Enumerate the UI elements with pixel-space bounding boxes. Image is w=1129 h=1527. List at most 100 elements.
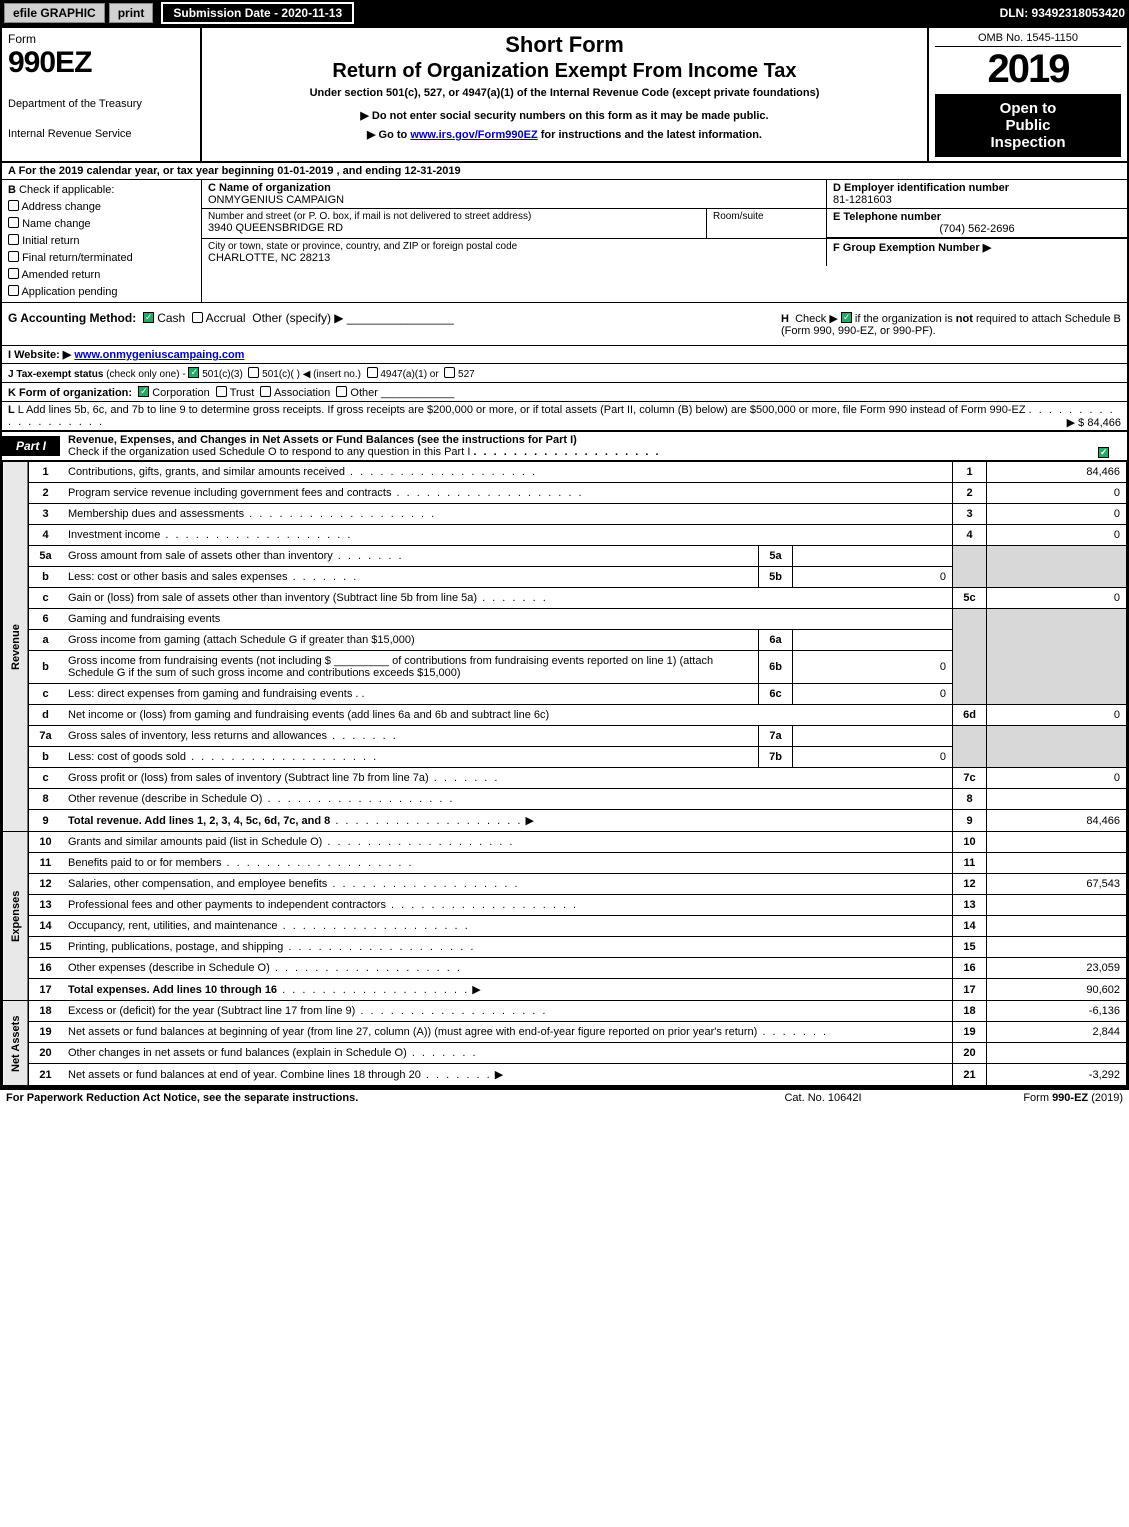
line-desc: Net assets or fund balances at beginning… <box>68 1026 828 1038</box>
block-bcdef: B Check if applicable: Address change Na… <box>2 180 1127 303</box>
line-desc: Gross income from gaming (attach Schedul… <box>62 630 759 651</box>
title-short-form: Short Form <box>210 32 919 58</box>
col-num: 20 <box>953 1043 987 1064</box>
opt-label: Final return/terminated <box>22 252 133 264</box>
opt-name-change[interactable]: Name change <box>8 216 195 230</box>
checkbox-cash-icon[interactable] <box>143 312 154 323</box>
footer-form-bold: 990-EZ <box>1052 1092 1088 1104</box>
checkbox-assoc-icon[interactable] <box>260 386 271 397</box>
col-num: 21 <box>953 1064 987 1086</box>
street-value: 3940 QUEENSBRIDGE RD <box>208 222 700 234</box>
col-num: 13 <box>953 895 987 916</box>
table-row: 21 Net assets or fund balances at end of… <box>3 1064 1127 1086</box>
checkbox-4947-icon[interactable] <box>367 367 378 378</box>
checkbox-h-icon[interactable] <box>841 312 852 323</box>
checkbox-527-icon[interactable] <box>444 367 455 378</box>
line-num: 6 <box>28 609 62 630</box>
website-link[interactable]: www.onmygeniuscampaing.com <box>74 349 244 361</box>
line-desc: Other expenses (describe in Schedule O) <box>68 962 462 974</box>
line-num: c <box>28 768 62 789</box>
cell-phone: E Telephone number (704) 562-2696 <box>827 209 1127 238</box>
table-row: 2 Program service revenue including gove… <box>3 483 1127 504</box>
opt-label: Amended return <box>21 269 100 281</box>
table-row: d Net income or (loss) from gaming and f… <box>3 705 1127 726</box>
print-button[interactable]: print <box>109 3 154 23</box>
opt-application-pending[interactable]: Application pending <box>8 284 195 298</box>
row-a-tax-year: A For the 2019 calendar year, or tax yea… <box>2 163 1127 180</box>
l-text: L Add lines 5b, 6c, and 7b to line 9 to … <box>18 404 1026 416</box>
checkbox-icon <box>8 234 19 245</box>
line-num: b <box>28 747 62 768</box>
line-desc: Other revenue (describe in Schedule O) <box>68 793 455 805</box>
col-amt: -6,136 <box>987 1001 1127 1022</box>
page-footer: For Paperwork Reduction Act Notice, see … <box>0 1088 1129 1106</box>
inner-amt: 0 <box>793 747 953 768</box>
line-num: 2 <box>28 483 62 504</box>
inspection-2: Public <box>937 117 1119 134</box>
line-num: 20 <box>28 1043 62 1064</box>
line-desc: Printing, publications, postage, and shi… <box>68 941 475 953</box>
omb-number: OMB No. 1545-1150 <box>935 32 1121 47</box>
subtitle-section: Under section 501(c), 527, or 4947(a)(1)… <box>210 87 919 99</box>
col-num: 8 <box>953 789 987 810</box>
col-num: 14 <box>953 916 987 937</box>
line-desc-1: Gross income from fundraising events (no… <box>68 655 331 667</box>
j-501c: 501(c)( ) ◀ (insert no.) <box>262 369 361 380</box>
col-amt <box>987 1043 1127 1064</box>
tax-year: 2019 <box>935 47 1121 92</box>
checkbox-501c3-icon[interactable] <box>188 367 199 378</box>
col-amt: 0 <box>987 525 1127 546</box>
i-label: I Website: ▶ <box>8 349 71 361</box>
row-j-tax-exempt: J Tax-exempt status (check only one) - 5… <box>2 364 1127 383</box>
k-assoc: Association <box>274 387 330 399</box>
part-1-header: Part I Revenue, Expenses, and Changes in… <box>2 432 1127 461</box>
table-row: 15 Printing, publications, postage, and … <box>3 937 1127 958</box>
line-num: 7a <box>28 726 62 747</box>
g-label: G Accounting Method: <box>8 311 136 325</box>
col-amt: 0 <box>987 504 1127 525</box>
opt-amended-return[interactable]: Amended return <box>8 267 195 281</box>
org-name-label: C Name of organization <box>208 182 820 194</box>
form-word: Form <box>8 32 194 46</box>
line-num: 19 <box>28 1022 62 1043</box>
opt-initial-return[interactable]: Initial return <box>8 233 195 247</box>
inner-num: 5a <box>759 546 793 567</box>
col-num: 9 <box>953 810 987 832</box>
row-l-gross-receipts: L L Add lines 5b, 6c, and 7b to line 9 t… <box>2 402 1127 432</box>
col-num: 5c <box>953 588 987 609</box>
checkbox-accrual-icon[interactable] <box>192 312 203 323</box>
checkbox-501c-icon[interactable] <box>248 367 259 378</box>
col-amt <box>987 789 1127 810</box>
row-g-h: G Accounting Method: Cash Accrual Other … <box>2 303 1127 346</box>
opt-address-change[interactable]: Address change <box>8 199 195 213</box>
checkbox-schedule-o-icon[interactable] <box>1098 447 1109 458</box>
cell-room: Room/suite <box>707 209 827 238</box>
cell-city: City or town, state or province, country… <box>202 239 827 266</box>
irs-link[interactable]: www.irs.gov/Form990EZ <box>410 129 537 141</box>
part-1-table: Revenue 1 Contributions, gifts, grants, … <box>2 461 1127 1086</box>
col-shade <box>953 726 987 768</box>
h-schedule-b: H Check ▶ if the organization is not req… <box>781 311 1121 337</box>
title-return: Return of Organization Exempt From Incom… <box>210 60 919 83</box>
opt-label: Application pending <box>21 286 117 298</box>
line-num: 3 <box>28 504 62 525</box>
k-other: Other <box>350 387 378 399</box>
line-num: 14 <box>28 916 62 937</box>
col-num: 11 <box>953 853 987 874</box>
j-501c3: 501(c)(3) <box>202 369 243 380</box>
checkbox-trust-icon[interactable] <box>216 386 227 397</box>
h-text1: Check ▶ <box>795 313 838 325</box>
col-amt: 23,059 <box>987 958 1127 979</box>
checkbox-corp-icon[interactable] <box>138 386 149 397</box>
efile-button[interactable]: efile GRAPHIC <box>4 3 105 23</box>
line-num: 13 <box>28 895 62 916</box>
b-check-if: Check if applicable: <box>19 184 114 196</box>
table-row: c Gain or (loss) from sale of assets oth… <box>3 588 1127 609</box>
table-row: Revenue 1 Contributions, gifts, grants, … <box>3 462 1127 483</box>
opt-final-return[interactable]: Final return/terminated <box>8 250 195 264</box>
checkbox-other-icon[interactable] <box>336 386 347 397</box>
subtitle-goto: ▶ Go to www.irs.gov/Form990EZ for instru… <box>210 128 919 141</box>
inner-amt <box>793 630 953 651</box>
table-row: 3 Membership dues and assessments 3 0 <box>3 504 1127 525</box>
col-num: 7c <box>953 768 987 789</box>
